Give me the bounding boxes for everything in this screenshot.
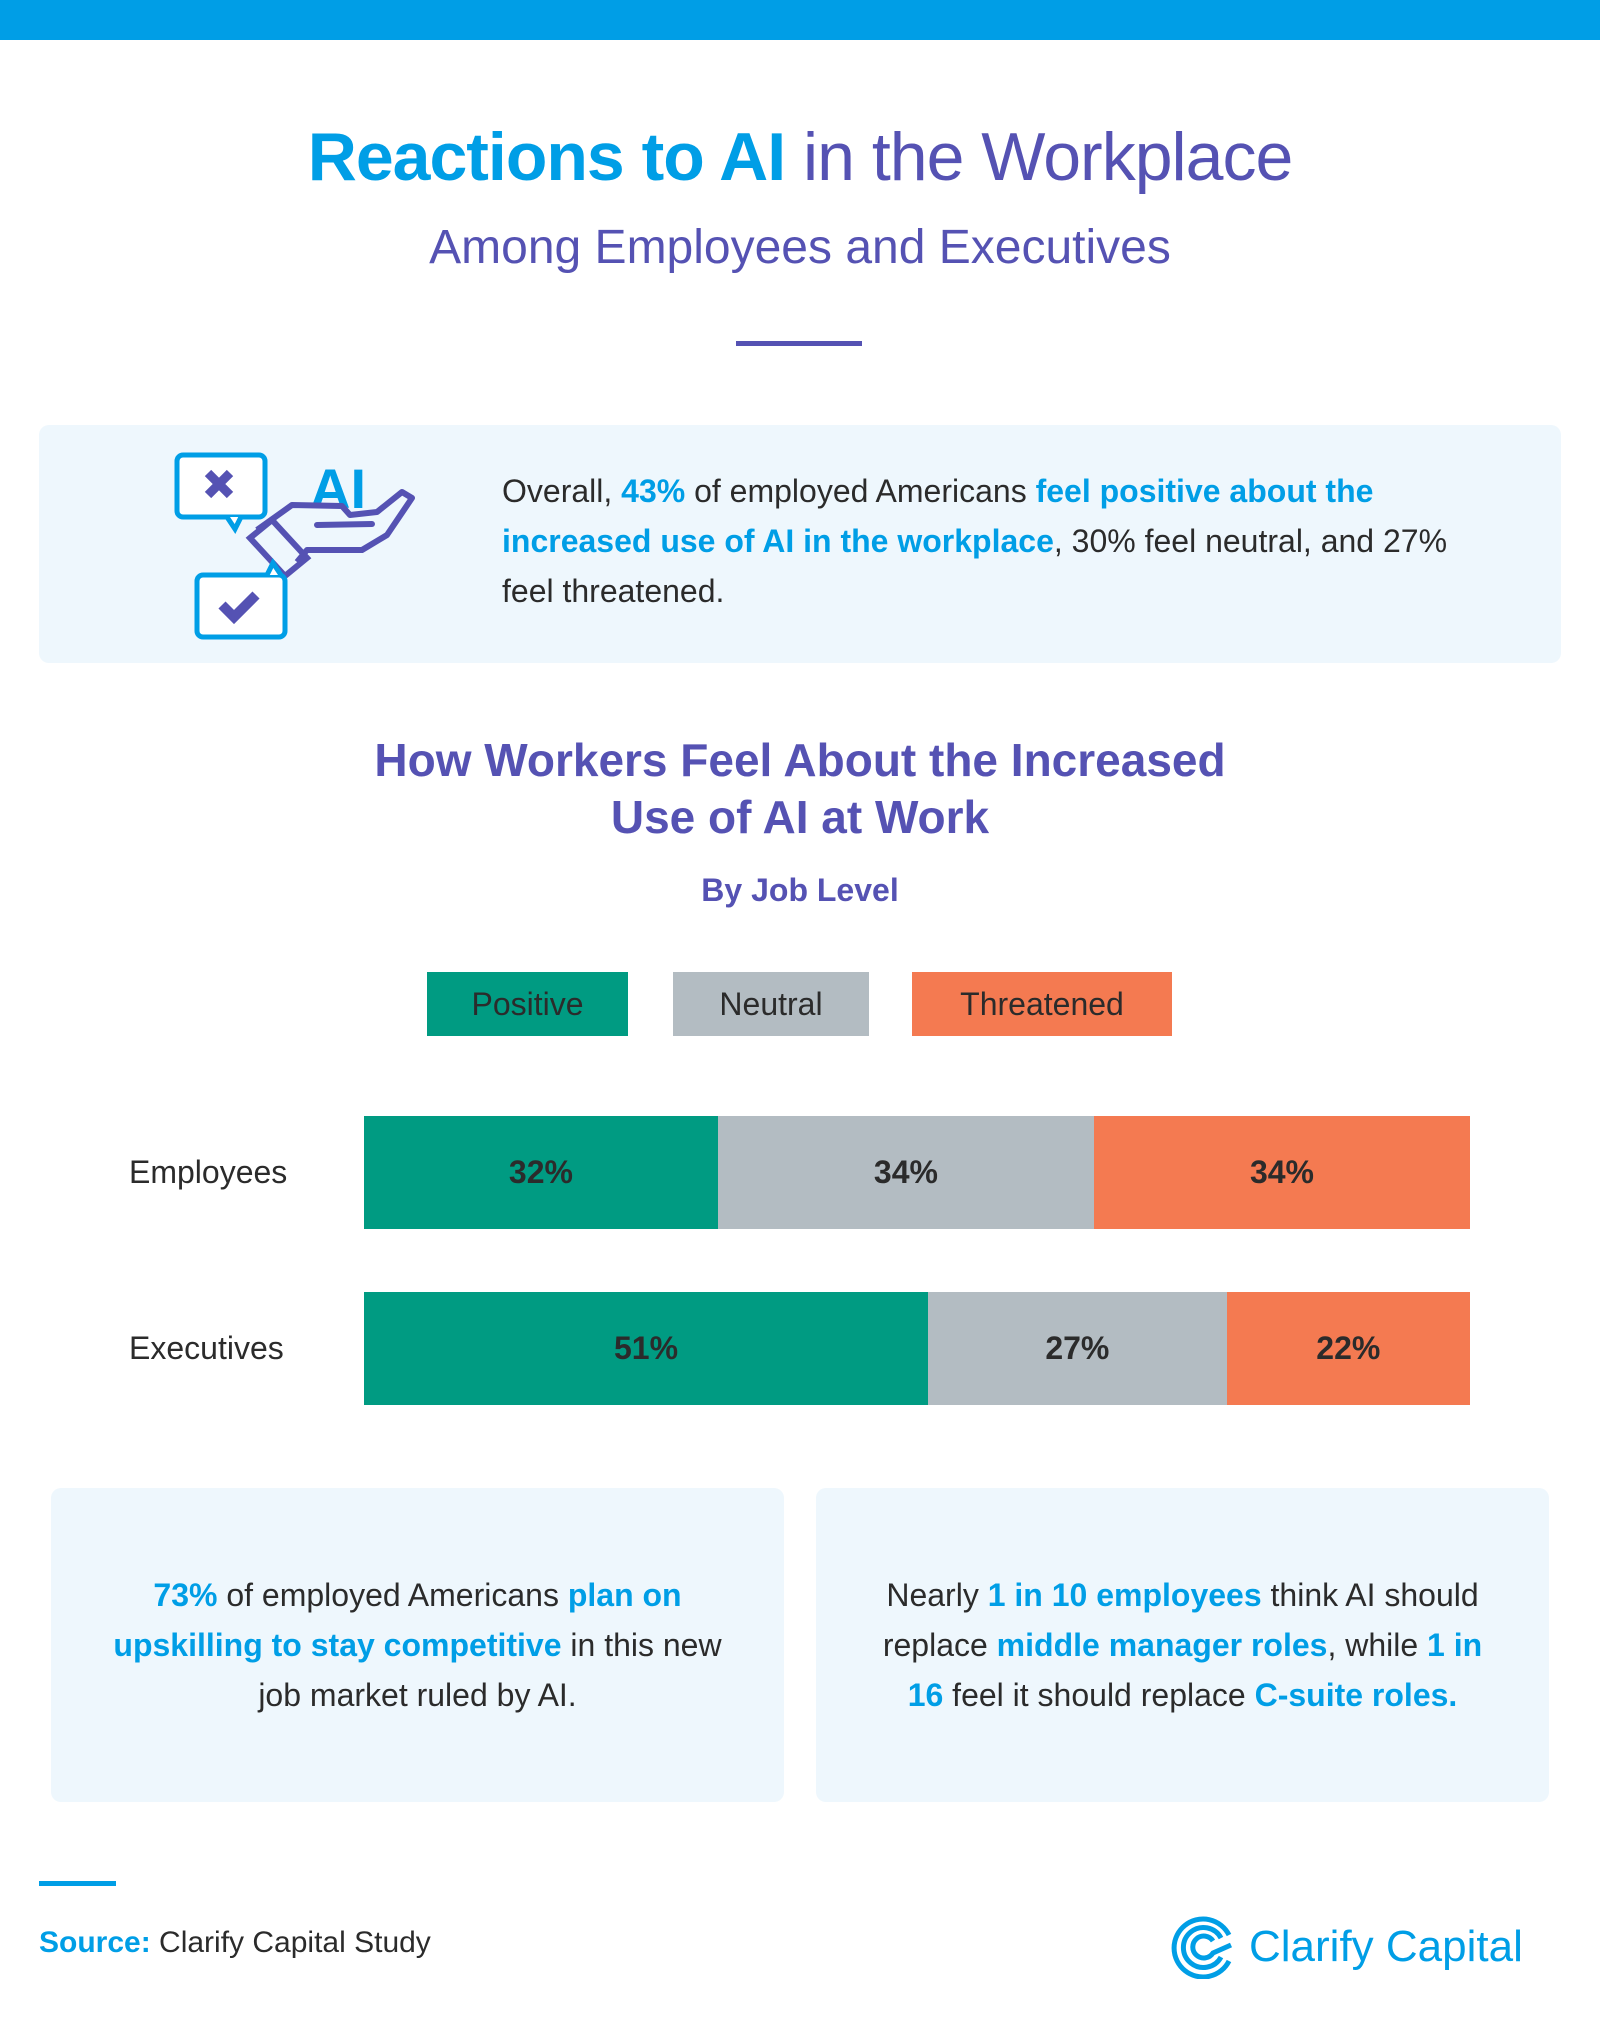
bar-value-label: 22% xyxy=(1316,1330,1381,1366)
bar-value-label: 32% xyxy=(508,1154,573,1190)
divider xyxy=(736,341,862,346)
bar-executives-positive: 51% xyxy=(364,1292,929,1405)
replacement-card: Nearly 1 in 10 employees think AI should… xyxy=(816,1488,1549,1802)
source-label: Source: xyxy=(39,1926,151,1959)
page-subtitle: Among Employees and Executives xyxy=(429,221,1171,274)
highlight: 1 in 16 xyxy=(907,1627,1483,1713)
bar-value-label: 34% xyxy=(873,1154,938,1190)
ai-hand-feedback-icon: AI xyxy=(174,452,415,640)
clarify-logo-icon xyxy=(1171,1916,1233,1979)
bar-value-label: 27% xyxy=(1045,1330,1110,1366)
bar-employees-threatened: 34% xyxy=(1093,1116,1470,1229)
bar-employees-neutral: 34% xyxy=(717,1116,1094,1229)
title-rest: in the Workplace xyxy=(785,119,1293,195)
text: Nearly xyxy=(886,1577,988,1613)
source-note: Source: Clarify Capital Study xyxy=(39,1926,431,1960)
chart-title-line: How Workers Feel About the Increased xyxy=(374,734,1226,786)
highlight: feel positive about the increased use of… xyxy=(502,473,1374,559)
bar-executives-threatened: 22% xyxy=(1226,1292,1470,1405)
legend-positive: Positive xyxy=(427,972,628,1036)
bar-employees-positive: 32% xyxy=(364,1116,718,1229)
row-label-employees: Employees xyxy=(129,1154,288,1190)
highlight: 1 in 10 employees xyxy=(987,1577,1262,1613)
text: , 30% feel neutral, and 27% feel threate… xyxy=(502,523,1448,609)
highlight: C-suite roles. xyxy=(1254,1677,1458,1713)
text: of employed Americans xyxy=(685,473,1036,509)
highlight: 43% xyxy=(621,473,686,509)
text: Overall, xyxy=(502,473,622,509)
top-bar xyxy=(0,0,1600,40)
highlight: 73% xyxy=(153,1577,218,1613)
row-label-executives: Executives xyxy=(129,1330,284,1366)
ai-label: AI xyxy=(310,457,366,520)
upskilling-card: 73% of employed Americans plan on upskil… xyxy=(51,1488,784,1802)
bar-value-label: 51% xyxy=(614,1330,679,1366)
bar-executives-neutral: 27% xyxy=(928,1292,1227,1405)
highlight: plan on upskilling to stay competitive xyxy=(113,1577,682,1663)
page-title: Reactions to AI in the Workplace xyxy=(0,118,1600,196)
text: , while xyxy=(1327,1627,1428,1663)
bar-value-label: 34% xyxy=(1249,1154,1314,1190)
legend-threatened: Threatened xyxy=(912,972,1172,1036)
brand-name: Clarify Capital xyxy=(1249,1922,1523,1971)
footer-accent-line xyxy=(39,1881,116,1886)
title-highlight: Reactions to AI xyxy=(307,119,786,195)
chart-title-line: Use of AI at Work xyxy=(610,791,990,843)
brand-logo: Clarify Capital xyxy=(1171,1915,1523,1979)
text: in this new job market ruled by AI. xyxy=(258,1627,722,1713)
chart-subtitle: By Job Level xyxy=(701,872,899,908)
source-text: Clarify Capital Study xyxy=(150,1926,431,1959)
highlight: middle manager roles xyxy=(996,1627,1328,1663)
summary-text: Overall, 43% of employed Americans feel … xyxy=(502,466,1452,616)
text: of employed Americans xyxy=(217,1577,568,1613)
chart-title: How Workers Feel About the Increased Use … xyxy=(0,732,1600,846)
text: think AI should replace xyxy=(882,1577,1479,1663)
legend-neutral: Neutral xyxy=(673,972,869,1036)
text: feel it should replace xyxy=(943,1677,1255,1713)
